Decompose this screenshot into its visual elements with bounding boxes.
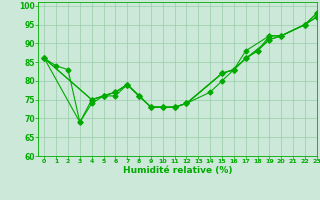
- X-axis label: Humidité relative (%): Humidité relative (%): [123, 166, 232, 175]
